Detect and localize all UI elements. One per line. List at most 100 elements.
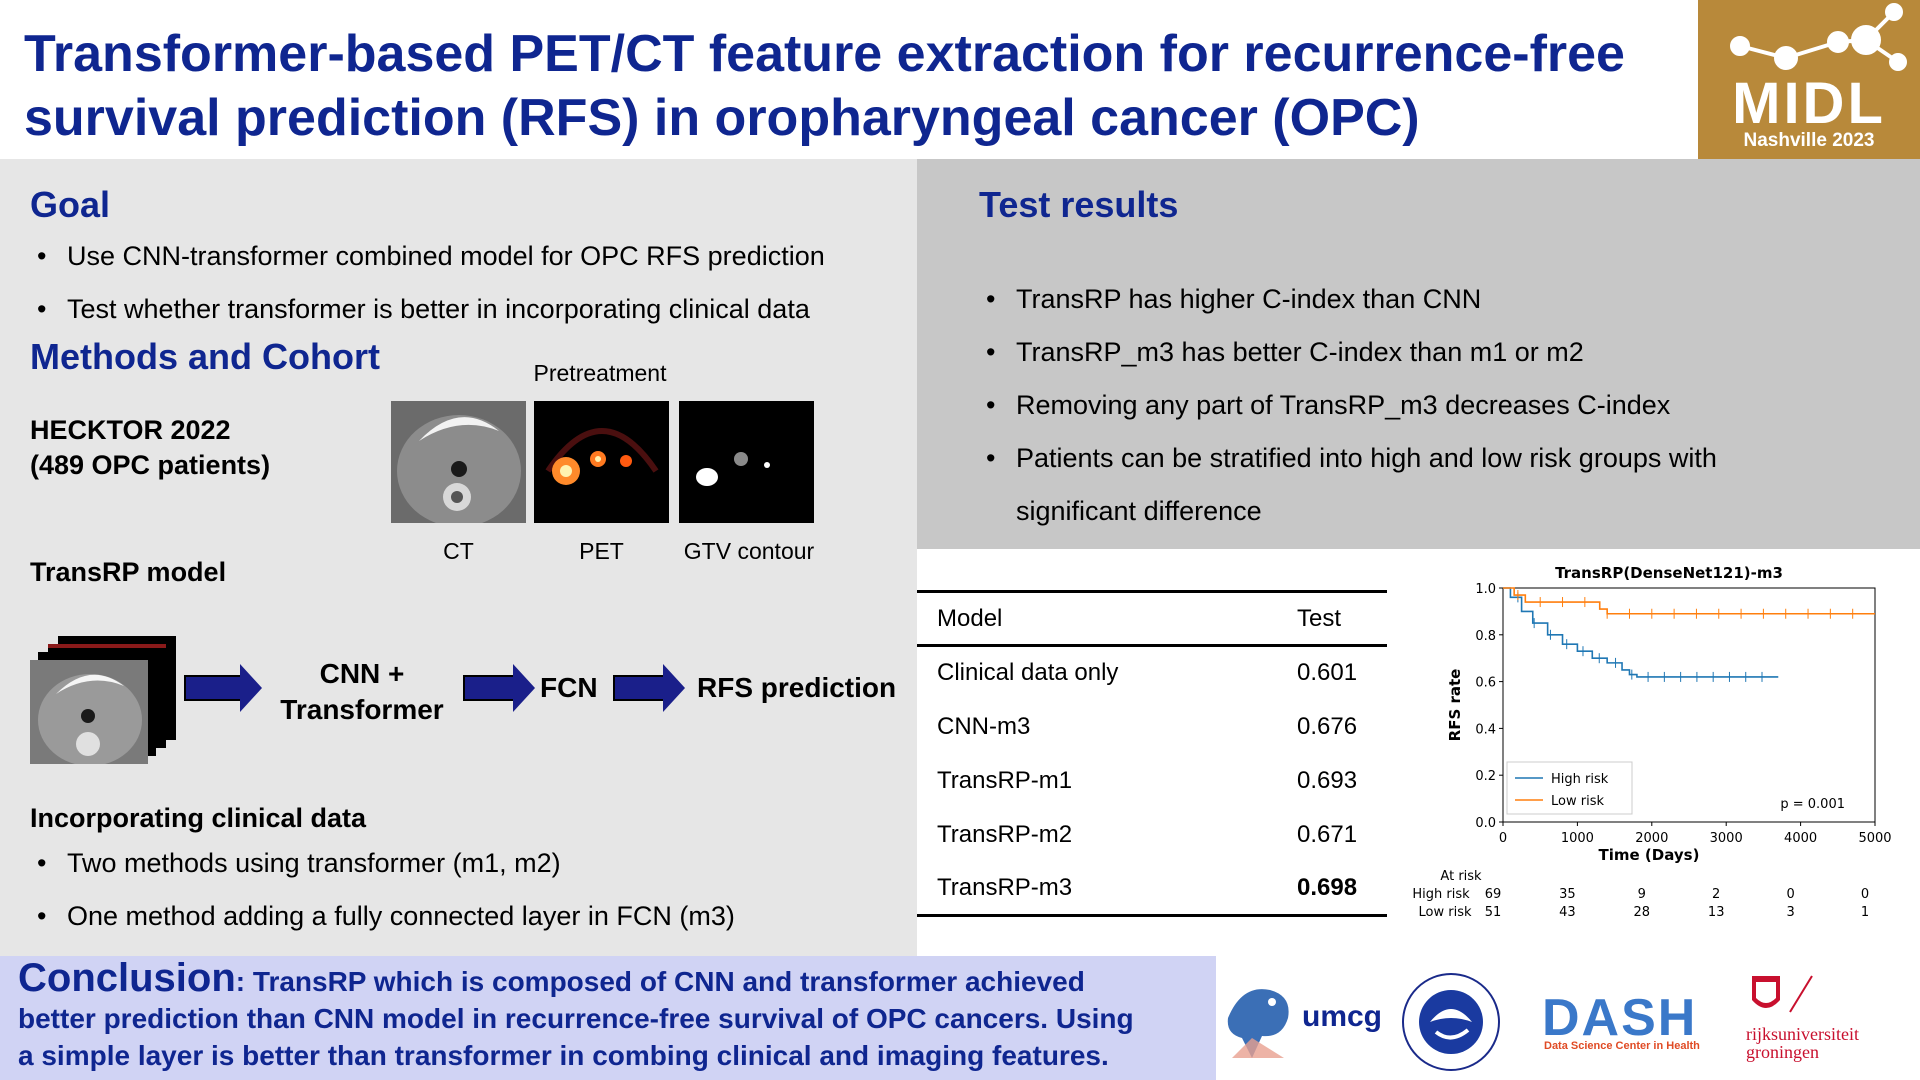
- at-risk-high-count: 9: [1638, 887, 1646, 902]
- table-header-row: Model Test: [917, 591, 1387, 646]
- list-item: Two methods using transformer (m1, m2): [30, 845, 735, 881]
- cell-value: 0.676: [1297, 712, 1358, 740]
- poster-title: Transformer-based PET/CT feature extract…: [24, 22, 1684, 150]
- ct-stack: [30, 636, 176, 766]
- x-axis-label: Time (Days): [1599, 846, 1700, 864]
- frog-logo: [1227, 989, 1289, 1058]
- title-line-2: survival prediction (RFS) in oropharynge…: [24, 89, 1420, 147]
- at-risk-low-label: Low risk: [1419, 905, 1472, 920]
- legend-label: Low risk: [1551, 794, 1604, 809]
- list-item-continuation: significant difference: [1016, 496, 1262, 526]
- model-heading: TransRP model: [30, 557, 227, 587]
- list-item: Removing any part of TransRP_m3 decrease…: [979, 379, 1717, 432]
- legend-box: [1506, 761, 1633, 815]
- x-tick-label: 0: [1499, 831, 1507, 846]
- midl-logo: MIDL Nashville 2023: [1698, 0, 1920, 159]
- at-risk-low-count: 43: [1559, 905, 1576, 920]
- cell-model: Clinical data only: [937, 659, 1119, 687]
- cell-value: 0.671: [1297, 820, 1358, 848]
- gtv-label: GTV contour: [683, 538, 815, 564]
- at-risk-high-count: 2: [1712, 887, 1720, 902]
- x-tick-label: 1000: [1561, 831, 1594, 846]
- logo-text: MIDL: [1732, 71, 1886, 136]
- header-test: Test: [1297, 604, 1342, 632]
- table-row: CNN-m3 0.676: [917, 700, 1387, 754]
- pretreatment-label: Pretreatment: [533, 360, 667, 386]
- series-line: [1503, 587, 1779, 678]
- x-tick-label: 2000: [1635, 831, 1668, 846]
- at-risk-low-count: 1: [1861, 905, 1869, 920]
- y-tick-label: 0.0: [1475, 816, 1496, 831]
- conclusion-title: Conclusion: [18, 956, 236, 1000]
- x-tick-label: 5000: [1858, 831, 1891, 846]
- table-row: TransRP-m3 0.698: [917, 862, 1387, 916]
- pet-label: PET: [579, 538, 624, 564]
- at-risk-low-count: 13: [1708, 905, 1725, 920]
- y-tick-label: 0.2: [1475, 769, 1496, 784]
- at-risk-high-count: 69: [1485, 887, 1502, 902]
- series-line: [1503, 587, 1875, 615]
- conclusion-text-2: better prediction than CNN model in recu…: [18, 1003, 1134, 1034]
- list-item: One method adding a fully connected laye…: [30, 898, 735, 934]
- title-line-1: Transformer-based PET/CT feature extract…: [24, 25, 1625, 83]
- cnn-transformer-label: CNN + Transformer: [262, 656, 462, 728]
- rug-crest-logo: [1752, 975, 1813, 1013]
- list-item: TransRP has higher C-index than CNN: [979, 273, 1717, 326]
- cohort-name: HECKTOR 2022: [30, 415, 231, 445]
- goal-list: Use CNN-transformer combined model for O…: [30, 238, 825, 327]
- at-risk-high-label: High risk: [1412, 887, 1470, 902]
- y-tick-label: 0.4: [1475, 722, 1496, 737]
- gtv-contour-image: [679, 401, 814, 523]
- cohort-size: (489 OPC patients): [30, 450, 271, 480]
- at-risk-high-count: 0: [1861, 887, 1869, 902]
- dash-subtitle: Data Science Center in Health: [1544, 1040, 1700, 1052]
- logo-subtext: Nashville 2023: [1743, 130, 1875, 151]
- dash-logo: DASH: [1542, 989, 1698, 1047]
- cell-model: TransRP-m3: [937, 873, 1073, 901]
- clinical-heading: Incorporating clinical data: [30, 803, 367, 833]
- table-row: TransRP-m2 0.671: [917, 808, 1387, 862]
- conclusion-text-3: a simple layer is better than transforme…: [18, 1040, 1109, 1071]
- y-axis-label: RFS rate: [1446, 669, 1464, 742]
- results-table: Model Test Clinical data only 0.601 CNN-m…: [917, 590, 1387, 917]
- results-list: TransRP has higher C-index than CNN Tran…: [979, 273, 1717, 538]
- cell-model: CNN-m3: [937, 712, 1031, 740]
- at-risk-high-count: 0: [1786, 887, 1794, 902]
- list-item: Use CNN-transformer combined model for O…: [30, 238, 825, 274]
- cell-value: 0.601: [1297, 659, 1358, 687]
- transformer-label: Transformer: [280, 694, 444, 725]
- at-risk-low-count: 28: [1634, 905, 1651, 920]
- arrow-icon: [613, 664, 685, 712]
- china-scholarship-council-logo: [1402, 973, 1500, 1071]
- x-tick-label: 3000: [1710, 831, 1743, 846]
- rfs-output-label: RFS prediction: [697, 672, 897, 703]
- x-tick-label: 4000: [1784, 831, 1817, 846]
- at-risk-high-count: 35: [1559, 887, 1576, 902]
- pet-image: [534, 401, 669, 523]
- ct-image: [391, 401, 526, 523]
- conclusion-box: Conclusion: TransRP which is composed of…: [0, 956, 1216, 1080]
- rug-line-1: rijksuniversiteit: [1746, 1024, 1859, 1044]
- header-model: Model: [937, 604, 1003, 632]
- results-heading: Test results: [979, 184, 1179, 225]
- at-risk-label: At risk: [1440, 869, 1482, 884]
- cnn-label: CNN +: [319, 658, 405, 689]
- table-row: Clinical data only 0.601: [917, 646, 1387, 700]
- chart-title: TransRP(DenseNet121)-m3: [1555, 564, 1783, 582]
- list-item: Patients can be stratified into high and…: [979, 432, 1717, 485]
- umcg-logo: umcg: [1302, 1000, 1383, 1033]
- conclusion-text-1: : TransRP which is composed of CNN and t…: [235, 966, 1085, 997]
- y-tick-label: 1.0: [1475, 582, 1496, 597]
- at-risk-low-count: 51: [1485, 905, 1502, 920]
- y-tick-label: 0.8: [1475, 629, 1496, 644]
- table-row: TransRP-m1 0.693: [917, 754, 1387, 808]
- list-item: Test whether transformer is better in in…: [30, 291, 825, 327]
- fcn-label: FCN: [540, 672, 598, 703]
- y-tick-label: 0.6: [1475, 676, 1496, 691]
- rug-logo: rijksuniversiteit groningen: [1746, 1025, 1859, 1061]
- arrow-icon: [463, 664, 535, 712]
- arrow-icon: [184, 664, 262, 712]
- network-icon: [1730, 3, 1907, 71]
- methods-heading: Methods and Cohort: [30, 336, 380, 377]
- goal-heading: Goal: [30, 184, 111, 225]
